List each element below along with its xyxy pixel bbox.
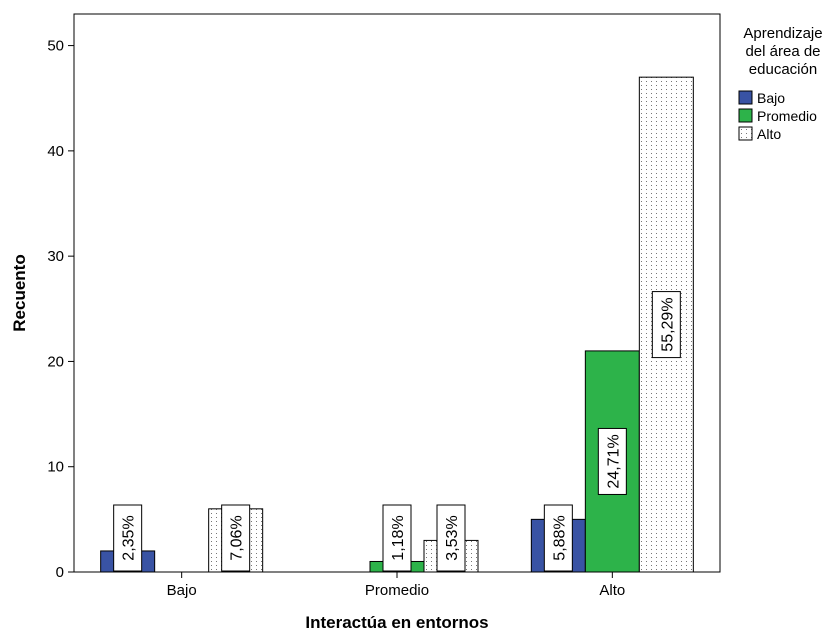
data-label-text: 1,18% — [390, 515, 407, 560]
data-label-text: 5,88% — [551, 515, 568, 560]
y-axis: 0 10 20 30 40 50 — [47, 38, 74, 581]
x-tick-label: Alto — [599, 582, 625, 599]
data-label: 3,53% — [436, 504, 466, 572]
x-tick-label: Promedio — [365, 582, 429, 599]
data-label-box — [221, 504, 251, 572]
data-label: 5,88% — [543, 504, 573, 572]
data-labels-group: 2,35% 5,88% 1,18% 24,71% 7,06% 3,53% 55,29% — [113, 291, 681, 572]
legend-swatch-alto — [738, 126, 753, 141]
y-tick-label: 50 — [47, 38, 64, 55]
data-label-box — [597, 427, 627, 495]
data-label: 55,29% — [651, 291, 681, 359]
y-tick-label: 10 — [47, 459, 64, 476]
data-label-text: 7,06% — [229, 515, 246, 560]
data-label-text: 55,29% — [659, 297, 676, 351]
data-label-text: 2,35% — [121, 515, 138, 560]
y-tick-label: 0 — [56, 564, 64, 581]
x-axis-title: Interactúa en entornos — [305, 613, 488, 630]
legend-label-promedio: Promedio — [757, 108, 817, 124]
legend-label-alto: Alto — [757, 126, 781, 142]
y-tick-label: 40 — [47, 143, 64, 160]
data-label: 24,71% — [597, 427, 627, 495]
x-tick-label: Bajo — [167, 582, 197, 599]
legend-title-line-3: educación — [749, 61, 817, 78]
y-axis-title: Recuento — [10, 254, 29, 331]
legend-label-bajo: Bajo — [757, 90, 785, 106]
data-label: 2,35% — [113, 504, 143, 572]
legend-swatch-promedio — [738, 108, 753, 123]
legend-title-line-2: del área de — [745, 43, 820, 60]
data-label-text: 24,71% — [605, 434, 622, 488]
legend: Aprendizaje del área de educación Bajo Pr… — [738, 25, 823, 142]
data-label-box — [113, 504, 143, 572]
data-label-box — [651, 291, 681, 359]
data-label: 7,06% — [221, 504, 251, 572]
y-tick-label: 30 — [47, 248, 64, 265]
x-axis: Bajo Promedio Alto — [167, 572, 625, 599]
legend-swatch-bajo — [738, 90, 753, 105]
legend-title-line-1: Aprendizaje — [743, 25, 822, 42]
data-label-box — [436, 504, 466, 572]
data-label-text: 3,53% — [444, 515, 461, 560]
data-label-box — [543, 504, 573, 572]
data-label-box — [382, 504, 412, 572]
data-label: 1,18% — [382, 504, 412, 572]
y-tick-label: 20 — [47, 353, 64, 370]
